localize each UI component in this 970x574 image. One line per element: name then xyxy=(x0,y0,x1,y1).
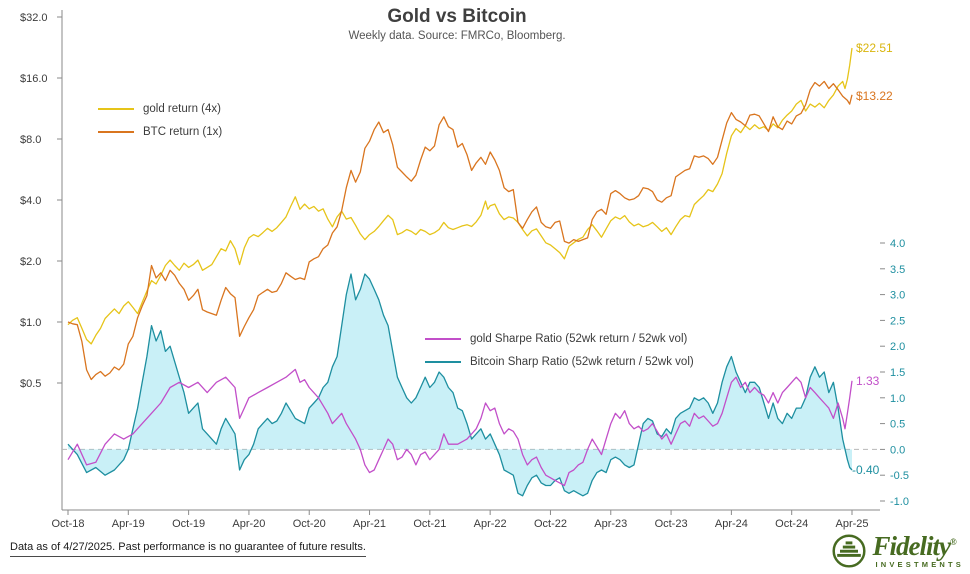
chart-canvas: $32.0 $16.0 $8.0 $4.0 $2.0 $1.0 $0.5 4.0 3.5 3.0 2… xyxy=(20,10,909,530)
legend-sharpe-series: gold Sharpe Ratio (52wk return / 52wk vo… xyxy=(425,327,694,373)
legend-row-gold-return: gold return (4x) xyxy=(98,97,222,120)
left-axis-label: $8.0 xyxy=(20,134,41,146)
x-axis-label: Oct-23 xyxy=(655,518,688,530)
right-axis-label: -1.0 xyxy=(890,496,909,508)
gold-return-line xyxy=(67,47,853,345)
x-axis-label: Apr-23 xyxy=(594,518,627,530)
legend-price-series: gold return (4x) BTC return (1x) xyxy=(98,97,222,143)
right-axis-label: 4.0 xyxy=(890,238,905,250)
x-axis-label: Oct-19 xyxy=(172,518,205,530)
btc-return-end-value: $13.22 xyxy=(856,89,893,103)
left-axis-label: $32.0 xyxy=(20,12,48,24)
legend-row-btc-return: BTC return (1x) xyxy=(98,120,222,143)
gold-return-legend-label: gold return (4x) xyxy=(143,102,221,115)
x-axis-label: Apr-19 xyxy=(112,518,145,530)
fidelity-logo: Fidelity® INVESTMENTS xyxy=(831,533,964,569)
x-axis-label: Oct-18 xyxy=(51,518,84,530)
btc-line-swatch xyxy=(98,130,134,133)
left-axis-label: $2.0 xyxy=(20,256,41,268)
x-axis-label: Apr-24 xyxy=(715,518,748,530)
fidelity-wordmark: Fidelity® INVESTMENTS xyxy=(872,533,964,569)
gold-sharpe-legend-label: gold Sharpe Ratio (52wk return / 52wk vo… xyxy=(470,332,688,345)
x-axis-label: Apr-21 xyxy=(353,518,386,530)
right-axis-label: 0.5 xyxy=(890,419,905,431)
right-axis-label: 0.0 xyxy=(890,444,905,456)
left-axis-label: $4.0 xyxy=(20,195,41,207)
btc-return-line xyxy=(67,80,853,381)
gold-sharpe-line xyxy=(67,368,853,487)
btc-return-legend-label: BTC return (1x) xyxy=(143,125,223,138)
chart-subtitle: Weekly data. Source: FMRCo, Bloomberg. xyxy=(348,30,566,42)
btc-sharpe-end-value: -0.40 xyxy=(852,463,880,477)
x-axis-label: Oct-21 xyxy=(413,518,446,530)
x-axis-label: Apr-20 xyxy=(232,518,265,530)
left-axis-label: $0.5 xyxy=(20,378,41,390)
fidelity-pyramid-icon xyxy=(832,534,866,568)
right-axis-label: 1.0 xyxy=(890,393,905,405)
fidelity-brand-name: Fidelity® xyxy=(872,531,957,562)
right-axis-label: 3.0 xyxy=(890,290,905,302)
gold-return-end-value: $22.51 xyxy=(856,41,893,55)
left-axis-label: $16.0 xyxy=(20,73,48,85)
gold-line-swatch xyxy=(98,107,134,110)
footer-disclaimer: Data as of 4/27/2025. Past performance i… xyxy=(10,541,366,557)
btc-sharpe-line-swatch xyxy=(425,360,461,363)
legend-row-btc-sharpe: Bitcoin Sharp Ratio (52wk return / 52wk … xyxy=(425,350,694,373)
fidelity-investments-label: INVESTMENTS xyxy=(875,560,964,570)
x-axis-label: Apr-25 xyxy=(835,518,868,530)
right-axis-label: 1.5 xyxy=(890,367,905,379)
right-axis-label: 3.5 xyxy=(890,264,905,276)
btc-sharpe-area-fill xyxy=(68,274,852,496)
legend-row-gold-sharpe: gold Sharpe Ratio (52wk return / 52wk vo… xyxy=(425,327,694,350)
gold-sharpe-line-swatch xyxy=(425,337,461,340)
btc-sharpe-line xyxy=(67,273,853,497)
x-axis-label: Oct-24 xyxy=(775,518,808,530)
x-axis-label: Oct-22 xyxy=(534,518,567,530)
registered-mark: ® xyxy=(949,537,957,548)
right-axis-label: -0.5 xyxy=(890,470,909,482)
btc-sharpe-legend-label: Bitcoin Sharp Ratio (52wk return / 52wk … xyxy=(470,355,694,368)
right-axis-label: 2.0 xyxy=(890,341,905,353)
gold-sharpe-end-value: 1.33 xyxy=(856,374,880,388)
right-axis-label: 2.5 xyxy=(890,315,905,327)
x-axis-label: Apr-22 xyxy=(474,518,507,530)
left-axis-label: $1.0 xyxy=(20,317,41,329)
chart-title: Gold vs Bitcoin xyxy=(387,6,527,27)
x-axis-label: Oct-20 xyxy=(293,518,326,530)
